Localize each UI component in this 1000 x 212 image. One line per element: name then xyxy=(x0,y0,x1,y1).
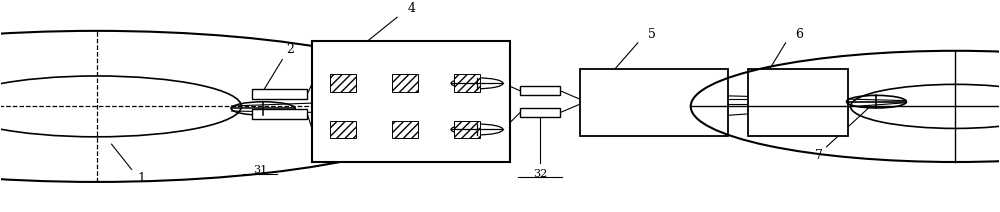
Bar xyxy=(520,109,560,117)
Bar xyxy=(392,74,418,92)
Text: 32: 32 xyxy=(533,169,547,179)
Bar xyxy=(454,74,480,92)
Bar xyxy=(330,74,356,92)
Bar xyxy=(392,121,418,138)
Text: 5: 5 xyxy=(648,28,656,41)
Bar xyxy=(252,89,307,99)
Text: 1: 1 xyxy=(137,172,145,185)
Bar xyxy=(748,69,848,136)
Bar xyxy=(330,121,356,138)
Bar xyxy=(580,69,728,136)
Bar xyxy=(312,41,510,162)
Bar xyxy=(252,109,307,119)
Bar xyxy=(454,121,480,138)
Bar xyxy=(520,86,560,95)
Text: 2: 2 xyxy=(286,43,294,56)
Text: 4: 4 xyxy=(408,2,416,15)
Text: 31: 31 xyxy=(253,165,267,175)
Text: 7: 7 xyxy=(815,149,822,162)
Text: 6: 6 xyxy=(796,28,804,41)
